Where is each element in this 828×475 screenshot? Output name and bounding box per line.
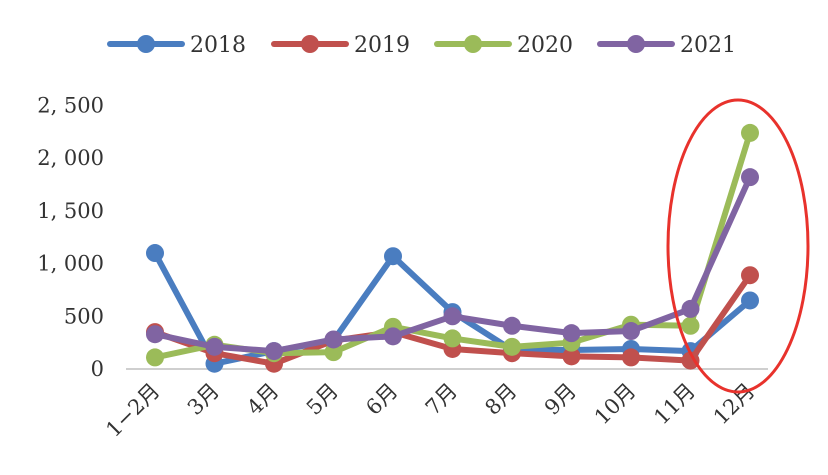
data-point: [503, 316, 521, 335]
y-tick-label: 0: [91, 357, 104, 381]
data-point: [681, 351, 700, 370]
x-tick-label: 4月: [242, 379, 283, 420]
legend-item: 2018: [107, 33, 246, 58]
data-point: [741, 123, 759, 142]
data-point: [205, 337, 224, 356]
data-point: [503, 337, 521, 356]
x-tick-label: 10月: [590, 379, 641, 430]
data-point: [562, 347, 581, 366]
data-point: [384, 327, 402, 346]
legend-swatch-marker: [137, 35, 155, 53]
y-tick-label: 1, 000: [37, 252, 104, 276]
x-tick-label: 3月: [183, 379, 224, 420]
data-point: [146, 348, 164, 367]
legend-item: 2021: [597, 33, 736, 58]
data-point: [384, 247, 402, 266]
data-point: [681, 299, 700, 318]
series-2021: [146, 168, 759, 361]
x-tick-label: 9月: [540, 379, 581, 420]
y-tick-label: 2, 000: [37, 146, 104, 170]
x-tick-label: 5月: [302, 379, 343, 420]
highlight-ellipse: [666, 98, 810, 394]
data-point: [324, 343, 343, 362]
legend-label: 2018: [190, 33, 246, 58]
legend-label: 2021: [680, 33, 736, 58]
data-point: [443, 307, 462, 326]
legend-item: 2019: [271, 33, 410, 58]
x-tick-label: 7月: [421, 379, 462, 420]
data-point: [443, 329, 462, 348]
legend-item: 2020: [434, 33, 573, 58]
data-point: [324, 330, 343, 349]
data-point: [741, 168, 759, 187]
x-tick-label: 11月: [649, 379, 700, 430]
legend-swatch-marker: [627, 35, 645, 53]
data-point: [146, 244, 164, 263]
data-point: [146, 325, 164, 344]
series-layer: [146, 123, 759, 373]
data-point: [265, 342, 283, 361]
data-point: [562, 324, 581, 343]
x-axis: 1−2月 3月 4月 5月 6月 7月 8月 9月 10月 11月 12月: [101, 379, 759, 442]
data-point: [741, 266, 759, 285]
data-point: [622, 322, 640, 341]
data-point: [622, 348, 640, 367]
y-axis: 0 500 1, 000 1, 500 2, 000 2, 500: [37, 94, 104, 382]
x-tick-label: 8月: [480, 379, 521, 420]
legend-label: 2020: [517, 33, 573, 58]
y-tick-label: 1, 500: [37, 199, 104, 223]
data-point: [681, 316, 700, 335]
x-tick-label: 6月: [361, 379, 402, 420]
y-tick-label: 500: [64, 304, 104, 328]
legend-label: 2019: [354, 33, 410, 58]
legend: 2018 2019 2020 2021: [107, 33, 736, 58]
legend-swatch-marker: [464, 35, 482, 53]
legend-swatch-marker: [301, 35, 319, 53]
x-tick-label: 1−2月: [101, 379, 164, 442]
y-tick-label: 2, 500: [37, 94, 104, 118]
data-point: [741, 291, 759, 310]
